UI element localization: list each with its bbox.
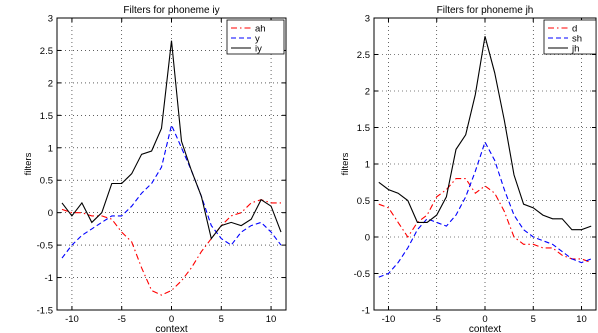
y-tick-label: 1.5 <box>40 111 53 122</box>
y-tick-label: 3 <box>365 14 370 25</box>
series-line-iy <box>61 40 282 240</box>
x-tick-label: 10 <box>576 314 587 325</box>
x-tick-label: -10 <box>65 314 79 325</box>
legend-label-d: d <box>572 24 577 35</box>
x-axis-label: context <box>155 324 187 333</box>
y-tick-label: 0 <box>48 208 53 219</box>
y-tick-label: 0 <box>365 233 370 244</box>
x-tick-label: 5 <box>531 314 536 325</box>
y-tick-label: 1.5 <box>357 123 370 134</box>
legend-label-ah: ah <box>255 24 266 35</box>
legend-box <box>543 19 597 55</box>
y-tick-label: -1 <box>362 306 370 317</box>
chart-title: Filters for phoneme iy <box>123 5 219 16</box>
y-tick-label: 2.5 <box>40 46 53 57</box>
y-tick-label: 1 <box>365 160 370 171</box>
chart-2: -10 -5 0 5 10 -1 -0.5 0 0.5 1 1.5 2 2.5 3 Filters for … <box>340 5 597 333</box>
x-axis-label: context <box>469 324 501 333</box>
x-tick-label: 5 <box>219 314 224 325</box>
legend-label-jh: jh <box>571 44 579 55</box>
series-line-d <box>378 178 592 264</box>
y-tick-label: 0.5 <box>40 176 53 187</box>
x-tick-label: 0 <box>482 314 487 325</box>
chart-title: Filters for phoneme jh <box>437 5 534 16</box>
series-line-sh <box>378 140 592 278</box>
y-tick-label: 3 <box>48 14 53 25</box>
x-tick-label: 10 <box>266 314 277 325</box>
chart-1: -10 -5 0 5 10 -1.5 -1 -0.5 0 0.5 1 1.5 2 2.5 3 Filters … <box>23 5 287 333</box>
x-tick-label: -10 <box>382 314 396 325</box>
y-axis-label: filters <box>23 152 34 175</box>
y-tick-label: -1 <box>45 273 53 284</box>
legend-label-iy: iy <box>255 44 262 55</box>
x-tick-label: -5 <box>117 314 125 325</box>
x-tick-label: -5 <box>433 314 441 325</box>
legend-label-sh: sh <box>572 34 582 45</box>
y-tick-label: -0.5 <box>354 269 370 280</box>
y-tick-label: 2 <box>365 87 370 98</box>
y-tick-label: -1.5 <box>37 306 53 317</box>
x-tick-label: 0 <box>169 314 174 325</box>
y-tick-label: 2.5 <box>357 50 370 61</box>
series-line-y <box>61 123 282 259</box>
series-line-jh <box>378 36 592 231</box>
y-tick-label: 0.5 <box>357 196 370 207</box>
y-axis-label: filters <box>340 152 351 175</box>
y-tick-label: 1 <box>48 143 53 154</box>
y-tick-label: 2 <box>48 78 53 89</box>
legend-label-y: y <box>255 34 260 45</box>
y-tick-label: -0.5 <box>37 241 53 252</box>
